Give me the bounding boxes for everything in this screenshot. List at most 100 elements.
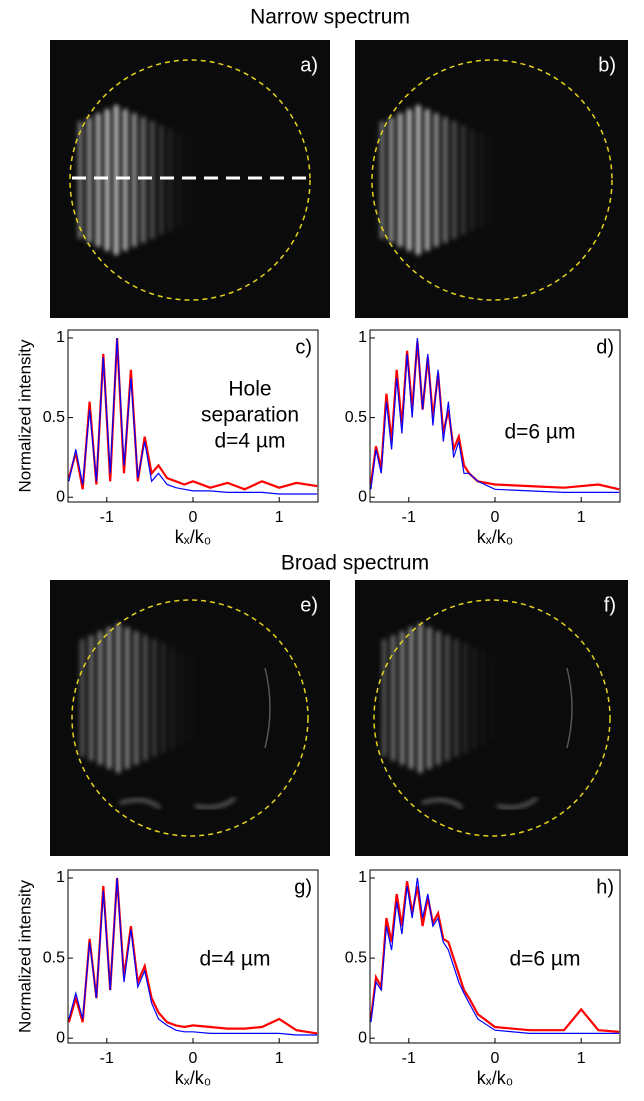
x-axis-label: kₓ/k₀ <box>175 527 211 547</box>
plot-area <box>370 870 620 1043</box>
y-axis-label: Normalized intensity <box>15 879 34 1033</box>
fringe <box>425 109 430 251</box>
fringes <box>80 623 184 773</box>
fringe <box>116 623 121 773</box>
fringe <box>186 137 191 223</box>
y-tick-label: 0 <box>56 1029 65 1046</box>
fringe <box>168 129 173 231</box>
fringe <box>434 113 439 247</box>
x-tick-label: 1 <box>577 509 586 526</box>
y-axis-label: Normalized intensity <box>15 339 34 493</box>
x-axis-label: kₓ/k₀ <box>477 527 513 547</box>
x-tick-label: 0 <box>189 509 198 526</box>
fringe <box>380 121 385 239</box>
aperture-circle <box>371 59 613 301</box>
camera-image <box>50 580 330 856</box>
data-line <box>370 337 620 493</box>
aperture-circle <box>71 599 309 837</box>
x-axis-label: kₓ/k₀ <box>477 1068 513 1088</box>
fringe <box>89 635 94 761</box>
fringe <box>391 635 396 761</box>
x-tick-label: -1 <box>100 509 114 526</box>
caustic <box>264 667 271 749</box>
panel-label: f) <box>604 594 616 616</box>
y-tick-label: 0 <box>358 1029 367 1046</box>
fringe <box>407 109 412 251</box>
heading: Broad spectrum <box>281 552 429 575</box>
fringe <box>123 109 128 251</box>
fringe <box>125 627 130 769</box>
fringe <box>107 627 112 769</box>
heading: Narrow spectrum <box>250 6 410 29</box>
x-tick-label: 0 <box>491 1050 500 1067</box>
fringe <box>436 631 441 765</box>
panel-label: b) <box>598 54 616 76</box>
fringe <box>150 121 155 239</box>
data-line <box>68 877 318 1036</box>
x-axis-label: kₓ/k₀ <box>175 1068 211 1088</box>
annotation: d=6 µm <box>504 421 575 444</box>
fringes <box>78 105 191 255</box>
fringe <box>443 117 448 243</box>
fringe <box>161 643 166 753</box>
data-line <box>370 877 620 1035</box>
x-tick-label: 1 <box>275 1050 284 1067</box>
fringe <box>382 639 387 757</box>
annotation: d=4 µm <box>214 430 285 453</box>
y-tick-label: 1 <box>358 329 367 346</box>
caustic <box>119 797 236 809</box>
fringe <box>481 651 486 745</box>
fringe <box>134 631 139 765</box>
aperture-circle <box>373 599 611 837</box>
annotation: d=6 µm <box>509 948 580 971</box>
x-tick-label: 1 <box>275 509 284 526</box>
y-tick-label: 0.5 <box>43 949 65 966</box>
fringe <box>470 129 475 231</box>
panel-label: e) <box>300 594 318 616</box>
annotation: d=4 µm <box>199 948 270 971</box>
plot-area <box>68 870 318 1043</box>
panel-label: h) <box>596 876 614 898</box>
fringe <box>398 113 403 247</box>
x-tick-label: -1 <box>402 509 416 526</box>
y-tick-label: 1 <box>56 869 65 886</box>
fringe <box>409 627 414 769</box>
fringe <box>454 639 459 757</box>
fringe <box>463 643 468 753</box>
fringe <box>416 105 421 255</box>
fringe <box>98 631 103 765</box>
fringe <box>418 623 423 773</box>
fringe <box>87 117 92 243</box>
annotation: separation <box>201 404 299 427</box>
fringe <box>490 655 495 741</box>
fringe <box>143 635 148 761</box>
fringes <box>382 623 495 773</box>
fringe <box>177 133 182 227</box>
y-tick-label: 1 <box>56 329 65 346</box>
fringe <box>452 121 457 239</box>
y-tick-label: 0.5 <box>345 949 367 966</box>
fringe <box>479 133 484 227</box>
fringe <box>461 125 466 235</box>
fringe <box>472 647 477 749</box>
x-tick-label: -1 <box>402 1050 416 1067</box>
annotation: Hole <box>228 378 271 401</box>
fringes <box>380 105 484 255</box>
fringe <box>179 651 184 745</box>
fringe <box>152 639 157 757</box>
y-tick-label: 0.5 <box>345 409 367 426</box>
x-tick-label: 0 <box>189 1050 198 1067</box>
fringe <box>78 121 83 239</box>
panel-label: g) <box>294 876 312 898</box>
caustic <box>421 797 538 809</box>
fringe <box>80 639 85 757</box>
caustic <box>566 667 573 749</box>
fringe <box>445 635 450 761</box>
panel-label: a) <box>300 54 318 76</box>
fringe <box>159 125 164 235</box>
fringe <box>427 627 432 769</box>
fringe <box>389 117 394 243</box>
fringe <box>400 631 405 765</box>
data-line <box>67 337 318 491</box>
